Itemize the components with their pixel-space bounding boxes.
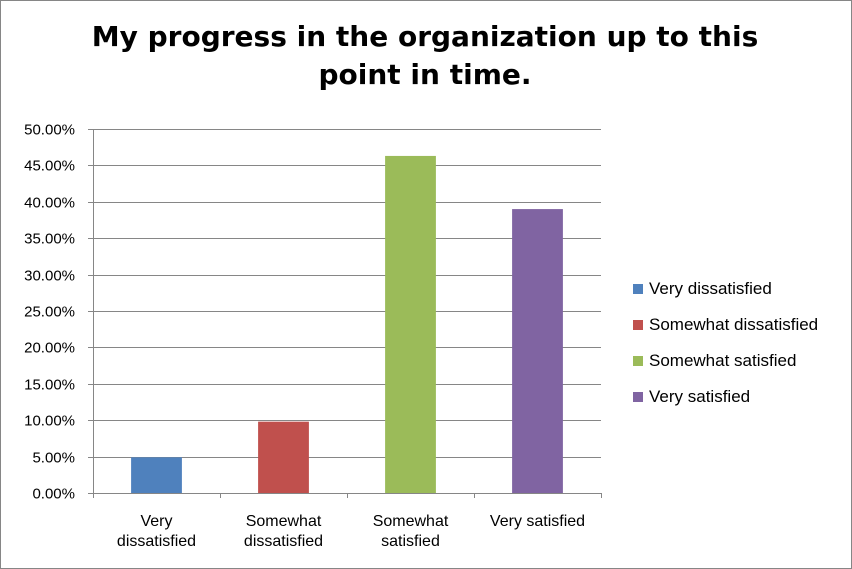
legend-item: Somewhat dissatisfied [633, 307, 818, 343]
legend-item: Very dissatisfied [633, 271, 818, 307]
x-tick-label: Somewhat dissatisfied [244, 513, 323, 550]
bar [258, 421, 309, 493]
y-tick-label: 15.00% [24, 377, 75, 394]
chart-title-line-2: point in time. [318, 58, 532, 91]
legend-item: Somewhat satisfied [633, 343, 818, 379]
legend-swatch [633, 284, 643, 294]
legend: Very dissatisfied Somewhat dissatisfied So… [633, 271, 818, 415]
x-tick-label: Somewhat satisfied [373, 513, 449, 550]
y-tick-label: 45.00% [24, 158, 75, 175]
y-tick-label: 35.00% [24, 231, 75, 248]
y-tick-label: 10.00% [24, 413, 75, 430]
legend-swatch [633, 356, 643, 366]
bar [512, 209, 563, 493]
y-tick-label: 0.00% [32, 486, 75, 503]
legend-label: Somewhat dissatisfied [649, 315, 819, 334]
y-tick-label: 25.00% [24, 304, 75, 321]
y-tick-label: 20.00% [24, 340, 75, 357]
y-tick-label: 30.00% [24, 268, 75, 285]
y-tick-label: 40.00% [24, 195, 75, 212]
legend-item: Very satisfied [633, 379, 818, 415]
legend-swatch [633, 392, 643, 402]
x-tick-label: Very dissatisfied [117, 513, 196, 550]
legend-label: Very satisfied [649, 387, 751, 406]
bar [385, 155, 436, 493]
chart-title-line-1: My progress in the organization up to th… [91, 20, 759, 53]
legend-label: Somewhat satisfied [649, 351, 797, 370]
legend-label: Very dissatisfied [649, 279, 772, 298]
y-tick-label: 50.00% [24, 122, 75, 139]
x-tick-label: Very satisfied [490, 513, 585, 530]
legend-swatch [633, 320, 643, 330]
bar [131, 457, 182, 493]
chart-title: My progress in the organization up to th… [80, 18, 770, 94]
y-tick-label: 5.00% [32, 450, 75, 467]
